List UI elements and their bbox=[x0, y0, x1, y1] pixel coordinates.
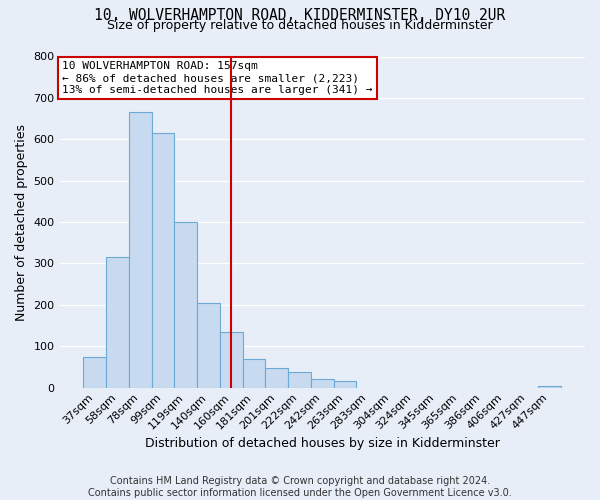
Bar bbox=[175, 222, 197, 388]
Bar bbox=[152, 133, 175, 388]
Y-axis label: Number of detached properties: Number of detached properties bbox=[15, 124, 28, 320]
Text: Contains HM Land Registry data © Crown copyright and database right 2024.
Contai: Contains HM Land Registry data © Crown c… bbox=[88, 476, 512, 498]
Bar bbox=[334, 382, 356, 388]
Bar bbox=[538, 386, 561, 388]
Bar bbox=[197, 303, 220, 388]
Bar bbox=[265, 368, 288, 388]
Text: 10, WOLVERHAMPTON ROAD, KIDDERMINSTER, DY10 2UR: 10, WOLVERHAMPTON ROAD, KIDDERMINSTER, D… bbox=[94, 8, 506, 22]
X-axis label: Distribution of detached houses by size in Kidderminster: Distribution of detached houses by size … bbox=[145, 437, 500, 450]
Bar bbox=[220, 332, 242, 388]
Bar bbox=[288, 372, 311, 388]
Bar bbox=[106, 257, 129, 388]
Bar bbox=[311, 380, 334, 388]
Text: 10 WOLVERHAMPTON ROAD: 157sqm
← 86% of detached houses are smaller (2,223)
13% o: 10 WOLVERHAMPTON ROAD: 157sqm ← 86% of d… bbox=[62, 62, 373, 94]
Bar bbox=[83, 356, 106, 388]
Bar bbox=[242, 360, 265, 388]
Bar bbox=[129, 112, 152, 388]
Text: Size of property relative to detached houses in Kidderminster: Size of property relative to detached ho… bbox=[107, 18, 493, 32]
